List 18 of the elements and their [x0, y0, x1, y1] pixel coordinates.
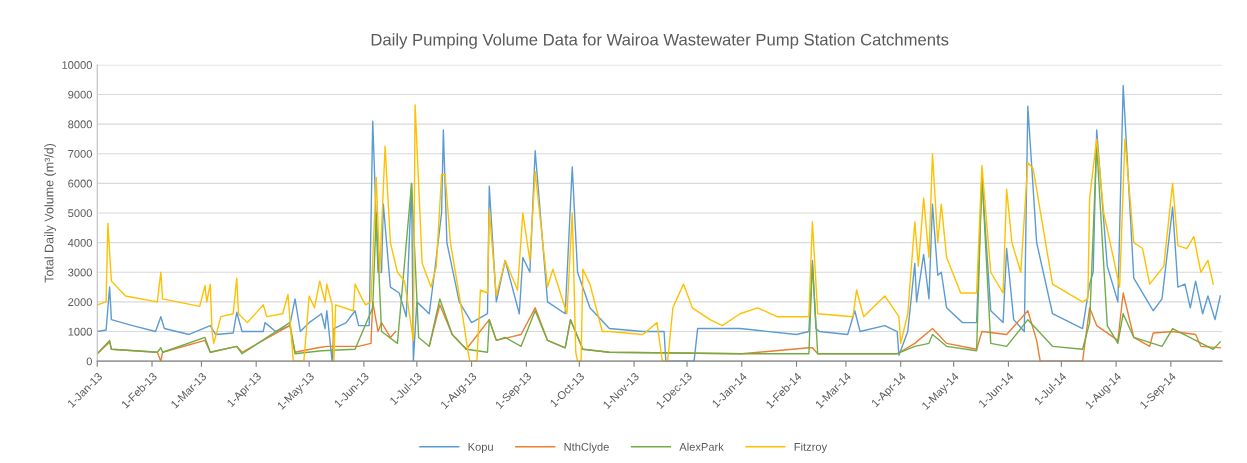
y-tick-label: 10000: [62, 61, 92, 69]
line-series: [97, 144, 1221, 355]
y-tick-label: 2000: [68, 298, 92, 307]
y-tick-label: 6000: [68, 179, 92, 188]
y-tick-label: 3000: [68, 268, 92, 277]
legend-label: AlexPark: [679, 442, 724, 451]
y-axis-title: Total Daily Volume (m³/d): [44, 143, 56, 283]
y-tick-label: 4000: [67, 238, 92, 247]
legend-label: Kopu: [468, 443, 493, 453]
y-tick-label: 7000: [68, 149, 92, 158]
y-tick-label: 0: [86, 357, 92, 366]
y-tick-label: 1000: [68, 327, 92, 336]
y-tick-label: 8000: [68, 120, 92, 129]
legend-label: Fitzroy: [794, 442, 828, 453]
legend-label: NthClyde: [564, 442, 609, 453]
chart-title: Daily Pumping Volume Data for Wairoa Wastewater Pump Station Catchments: [371, 33, 949, 49]
y-tick-label: 5000: [68, 209, 92, 218]
y-tick-label: 9000: [68, 90, 92, 99]
